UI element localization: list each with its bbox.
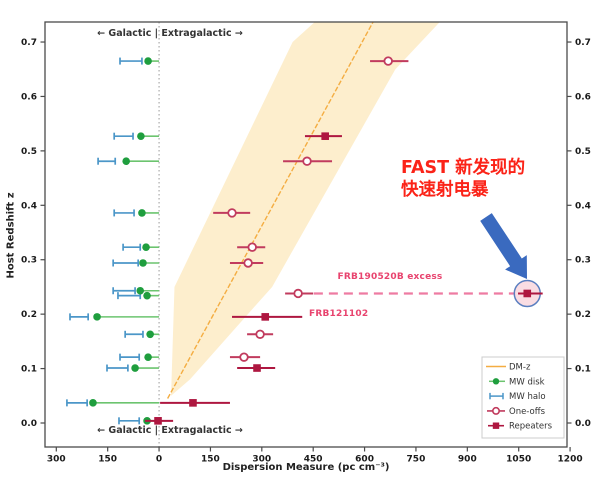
x-tick-label: 600	[355, 455, 374, 465]
x-tick-label: 1050	[506, 455, 531, 465]
mw-disk-point	[122, 157, 130, 166]
y-tick-label-right: 0.0	[575, 419, 591, 429]
dm-z-relation-line	[167, 21, 374, 399]
legend-item-label: MW disk	[509, 377, 545, 387]
repeaters-series	[145, 132, 543, 425]
x-tick-label: 300	[47, 455, 66, 465]
y-tick-label-right: 0.5	[575, 147, 591, 157]
y-tick-label-left: 0.3	[21, 256, 37, 266]
y-tick-label-right: 0.6	[575, 92, 591, 102]
mw-disk-point	[136, 286, 145, 295]
mw-disk-point	[144, 57, 152, 65]
plot-frame	[44, 21, 568, 448]
x-tick-label: 150	[98, 455, 117, 465]
mw-disk-point	[144, 353, 152, 361]
mw-disk-point	[143, 291, 151, 300]
y-tick-label-right: 0.7	[575, 38, 591, 48]
x-tick-label: 300	[252, 455, 271, 465]
one-off-point	[255, 329, 265, 339]
legend-item-repeater: Repeaters	[488, 422, 553, 432]
one-off-point	[227, 208, 237, 218]
y-tick-label-left: 0.1	[21, 365, 37, 375]
dm-z-band-polygon	[171, 21, 440, 396]
mw-disk-point	[89, 399, 97, 407]
legend-item-halo: MW halo	[489, 392, 546, 402]
one-offs-series	[213, 56, 409, 362]
repeater-point	[261, 313, 270, 321]
repeater-point	[321, 132, 329, 140]
x-tick-label: 1200	[558, 455, 583, 465]
y-tick-label-left: 0.5	[21, 147, 37, 157]
x-tick-label: 150	[201, 455, 220, 465]
y-tick-label-right: 0.3	[575, 256, 591, 266]
repeater-point	[189, 399, 197, 407]
one-off-point	[239, 352, 249, 362]
x-tick-label: 900	[458, 455, 477, 465]
legend-item-label: Repeaters	[509, 422, 553, 432]
fast-arrow-shape	[480, 213, 527, 279]
dm-z-band	[171, 21, 440, 396]
fast-arrow	[480, 213, 527, 279]
one-off-point	[383, 56, 393, 66]
legend-repeater-square-icon	[492, 422, 500, 429]
mw-disk-point	[139, 259, 147, 267]
x-tick-label: 750	[407, 455, 426, 465]
y-tick-label-left: 0.0	[21, 419, 37, 429]
mw-disk-point	[138, 209, 146, 217]
y-tick-label-left: 0.2	[21, 310, 37, 320]
one-off-point	[247, 242, 257, 252]
legend-item-dmz: DM-z	[486, 363, 531, 373]
y-tick-label-left: 0.6	[21, 92, 37, 102]
legend-item-label: One-offs	[509, 407, 546, 417]
repeater-point	[253, 364, 261, 372]
y-tick-label-right: 0.2	[575, 310, 591, 320]
legend-item-label: DM-z	[509, 363, 531, 373]
mw-disk-point	[146, 330, 154, 339]
axes: 300 150 0 150 300 450 600 750 900 1050 1200 0.0 0.0 0…	[21, 21, 591, 465]
one-off-point	[243, 258, 253, 268]
x-tick-label: 450	[304, 455, 323, 465]
y-tick-label-left: 0.4	[21, 201, 37, 211]
legend-item-label: MW halo	[509, 392, 546, 402]
legend-item-oneoff: One-offs	[487, 406, 546, 417]
y-tick-label-right: 0.1	[575, 365, 591, 375]
legend-disk-dot-icon	[492, 378, 500, 385]
y-tick-label-right: 0.4	[575, 201, 591, 211]
legend-item-disk: MW disk	[489, 377, 545, 387]
one-off-point	[293, 288, 303, 299]
repeater-point-frb190520b	[523, 289, 532, 298]
mw-disk-point	[131, 364, 139, 372]
legend-oneoff-circle-icon	[491, 406, 500, 415]
mw-disk-series	[89, 57, 160, 425]
repeater-point	[154, 417, 162, 425]
dm-z-line	[167, 21, 374, 399]
one-off-point	[302, 156, 312, 166]
mw-halo-series	[66, 57, 144, 425]
mw-disk-point	[93, 313, 101, 321]
mw-disk-point	[142, 243, 150, 252]
legend: DM-z MW disk MW halo One-offs Repeaters	[481, 356, 565, 439]
x-tick-label: 0	[156, 455, 162, 465]
mw-disk-point	[137, 132, 145, 140]
y-tick-label-left: 0.7	[21, 38, 37, 48]
